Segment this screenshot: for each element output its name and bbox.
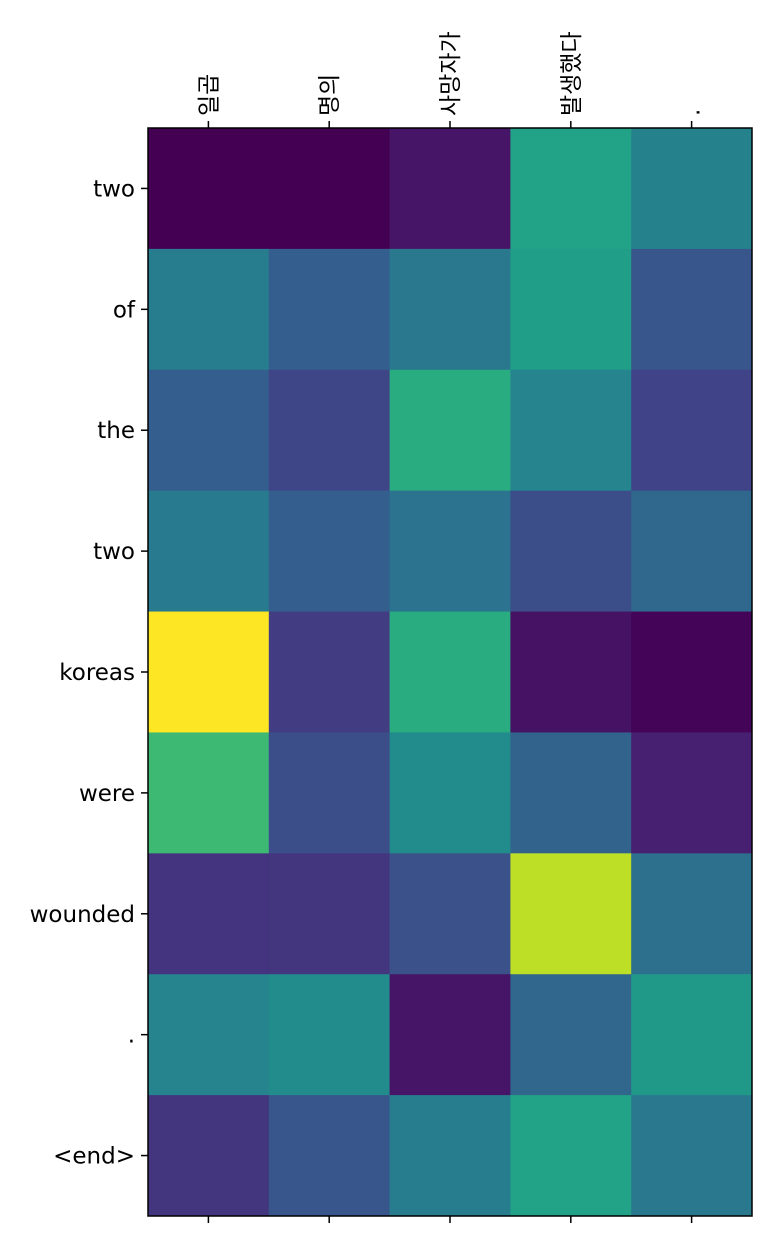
x-tick-label: 발생했다 <box>559 31 585 116</box>
heatmap-cell-r3-c4 <box>631 490 753 613</box>
heatmap-cell-r7-c1 <box>268 974 391 1096</box>
heatmap-cell-r5-c1 <box>268 732 391 854</box>
heatmap-cell-r1-c2 <box>389 248 511 371</box>
heatmap-cell-r8-c1 <box>268 1095 391 1217</box>
heatmap-cell-r3-c3 <box>510 490 632 613</box>
heatmap-cell-r3-c1 <box>268 490 391 613</box>
heatmap-cell-r3-c2 <box>389 490 511 613</box>
heatmap-cell-r1-c1 <box>268 248 391 371</box>
heatmap-cell-r5-c2 <box>389 732 511 854</box>
y-tick-label: . <box>128 1023 135 1049</box>
heatmap-cell-r6-c4 <box>631 853 753 975</box>
x-tick-label: . <box>680 109 706 116</box>
heatmap-cell-r4-c4 <box>631 611 753 733</box>
y-tick-label: wounded <box>30 902 135 928</box>
heatmap-cell-r6-c3 <box>510 853 632 975</box>
heatmap-cell-r0-c1 <box>268 128 391 250</box>
heatmap-cells <box>148 128 753 1217</box>
heatmap-cell-r1-c4 <box>631 248 753 371</box>
y-tick-label: of <box>113 297 136 323</box>
heatmap-cell-r6-c0 <box>148 853 270 975</box>
heatmap-cell-r8-c2 <box>389 1095 511 1217</box>
x-tick-label: 일곱 <box>196 74 222 116</box>
heatmap-cell-r6-c2 <box>389 853 511 975</box>
heatmap-cell-r8-c3 <box>510 1095 632 1217</box>
heatmap-cell-r6-c1 <box>268 853 391 975</box>
y-tick-label: two <box>93 539 135 565</box>
heatmap-cell-r2-c2 <box>389 369 511 492</box>
x-tick-label: 사망자가 <box>438 31 464 116</box>
heatmap-cell-r7-c2 <box>389 974 511 1096</box>
y-tick-label: two <box>93 176 135 202</box>
y-tick-label: were <box>79 781 135 807</box>
heatmap-cell-r2-c3 <box>510 369 632 492</box>
heatmap-cell-r2-c1 <box>268 369 391 492</box>
y-tick-label: koreas <box>59 660 135 686</box>
heatmap-cell-r4-c2 <box>389 611 511 733</box>
heatmap-cell-r1-c0 <box>148 248 270 371</box>
y-tick-label: <end> <box>53 1144 135 1170</box>
heatmap-cell-r0-c4 <box>631 128 753 250</box>
heatmap-cell-r5-c4 <box>631 732 753 854</box>
heatmap-cell-r8-c4 <box>631 1095 753 1217</box>
heatmap-cell-r4-c3 <box>510 611 632 733</box>
heatmap-cell-r8-c0 <box>148 1095 270 1217</box>
heatmap-cell-r0-c0 <box>148 128 270 250</box>
x-tick-label: 명의 <box>317 74 343 116</box>
heatmap-cell-r0-c3 <box>510 128 632 250</box>
heatmap-cell-r1-c3 <box>510 248 632 371</box>
heatmap-cell-r0-c2 <box>389 128 511 250</box>
heatmap-cell-r4-c1 <box>268 611 391 733</box>
heatmap-cell-r5-c0 <box>148 732 270 854</box>
y-tick-label: the <box>97 418 135 444</box>
heatmap-cell-r5-c3 <box>510 732 632 854</box>
heatmap-cell-r4-c0 <box>148 611 270 733</box>
x-tick-labels: 일곱 명의 사망자가 발생했다. <box>196 31 705 116</box>
heatmap-cell-r7-c3 <box>510 974 632 1096</box>
heatmap-cell-r2-c4 <box>631 369 753 492</box>
heatmap-cell-r7-c0 <box>148 974 270 1096</box>
y-tick-labels: two of the two koreas were wounded. <end> <box>30 176 136 1169</box>
heatmap-cell-r7-c4 <box>631 974 753 1096</box>
heatmap-cell-r2-c0 <box>148 369 270 492</box>
axis-ticks <box>141 121 693 1223</box>
heatmap-cell-r3-c0 <box>148 490 270 613</box>
